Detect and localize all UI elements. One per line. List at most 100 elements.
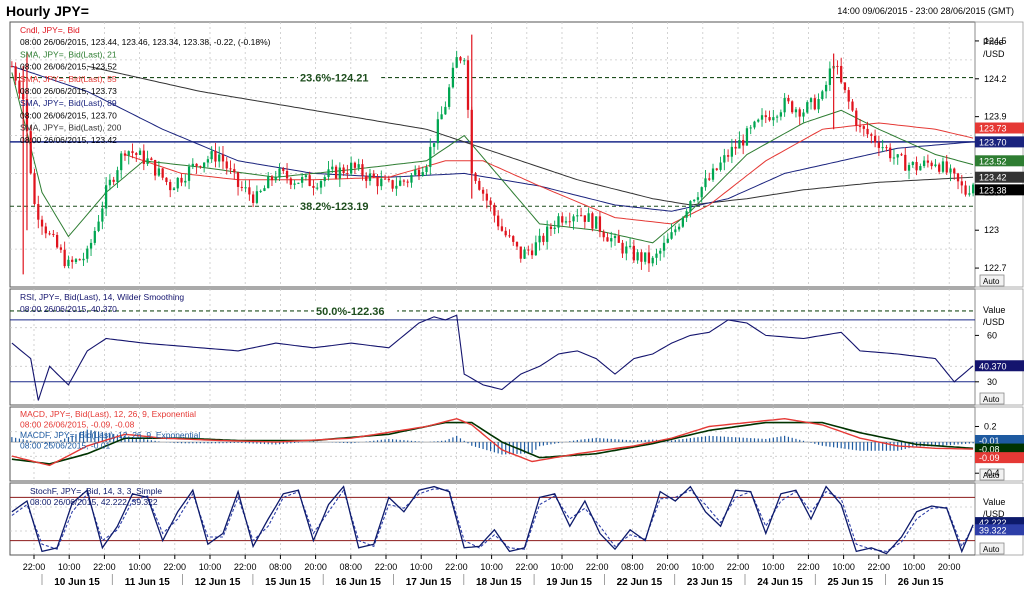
x-date-label: 25 Jun 15	[828, 577, 874, 588]
chart-header: Hourly JPY= 14:00 09/06/2015 - 23:00 28/…	[0, 0, 1024, 22]
price-axis-frame	[974, 21, 1024, 288]
candle-body	[342, 167, 345, 174]
candle-body	[968, 193, 971, 195]
rsi-value-tag	[975, 360, 1024, 372]
x-time-label: 22:00	[445, 562, 468, 572]
macd-value-tag	[975, 452, 1024, 464]
candle-body	[414, 169, 417, 175]
candle-body	[726, 155, 730, 157]
macd-line	[11, 417, 974, 467]
candle-body	[104, 185, 108, 209]
candle-body	[146, 158, 149, 164]
candle-body	[621, 242, 624, 254]
candle-body	[127, 151, 130, 156]
candle-body	[391, 180, 394, 189]
candle-body	[52, 233, 55, 235]
macd-legend-item: MACDF, JPY=, Bid(Last), 12, 26, 9, Expon…	[20, 430, 200, 440]
candle-body	[112, 179, 115, 182]
candle-body	[655, 253, 658, 258]
candle-body	[734, 146, 737, 149]
fib-label-bg	[298, 199, 382, 213]
candle-body	[387, 178, 390, 181]
candle-body	[866, 128, 869, 135]
x-date-label: 10 Jun 15	[54, 577, 100, 588]
candle-body	[598, 216, 602, 232]
candle-body	[813, 98, 816, 110]
x-time-label: 10:00	[903, 562, 926, 572]
candle-body	[218, 154, 221, 162]
stoch-value-tag-text: 42.222	[979, 518, 1007, 528]
candle-body	[225, 161, 228, 169]
sma89-line	[11, 65, 974, 212]
price-legend-item: 08:00 26/06/2015, 123.52	[20, 62, 117, 72]
candle-body	[877, 142, 881, 148]
candle-body	[911, 161, 914, 166]
candle-body	[116, 170, 119, 182]
candle-body	[123, 153, 127, 156]
price-auto-button[interactable]	[979, 274, 1005, 287]
x-time-label: 20:00	[304, 562, 327, 572]
candle-body	[760, 115, 764, 120]
candle-body	[101, 208, 104, 222]
x-date-label: 22 Jun 15	[617, 577, 663, 588]
candle-body	[383, 178, 387, 180]
candle-body	[255, 191, 259, 203]
candle-body	[677, 226, 681, 230]
candle-body	[489, 200, 492, 205]
candle-body	[870, 134, 873, 136]
candle-body	[459, 57, 462, 61]
macd-legend-item: 08:00 26/06/2015, -0.01	[20, 441, 111, 451]
price-value-tag-text: 123.38	[979, 185, 1007, 195]
macd-auto-button[interactable]	[979, 468, 1005, 481]
candle-body	[353, 162, 357, 168]
rsi-legend-item: RSI, JPY=, Bid(Last), 14, Wilder Smoothi…	[20, 292, 184, 302]
candle-body	[497, 215, 500, 227]
candle-body	[285, 170, 289, 179]
candle-body	[55, 234, 59, 248]
candle-body	[892, 157, 896, 159]
candle-body	[685, 211, 688, 218]
candle-body	[847, 90, 850, 102]
candle-body	[429, 146, 432, 168]
candle-body	[915, 161, 918, 171]
candle-body	[308, 175, 311, 186]
candle-body	[504, 230, 507, 236]
candle-body	[591, 213, 594, 229]
candle-body	[436, 119, 439, 144]
candle-body	[301, 177, 304, 183]
candle-body	[240, 186, 243, 188]
candle-body	[350, 162, 353, 174]
candle-body	[919, 166, 922, 171]
rsi-axis-unit: /USD	[983, 317, 1005, 327]
candle-body	[515, 241, 519, 247]
x-time-label: 22:00	[164, 562, 187, 572]
price-tick-label: 124.2	[984, 74, 1007, 84]
candles	[10, 34, 975, 275]
candle-body	[693, 199, 696, 202]
candle-body	[625, 246, 628, 254]
candle-body	[775, 116, 779, 118]
candle-body	[500, 226, 504, 231]
x-time-label: 08:00	[340, 562, 363, 572]
x-time-label: 22:00	[727, 562, 750, 572]
rsi-auto-button[interactable]	[979, 392, 1005, 405]
candle-body	[357, 164, 360, 168]
candle-body	[719, 162, 722, 170]
candle-body	[334, 166, 338, 179]
candle-body	[926, 160, 930, 163]
candle-body	[59, 247, 63, 250]
candle-body	[150, 158, 153, 161]
rsi-legend-item: 08:00 26/06/2015, 40.370	[20, 304, 117, 314]
date-range: 14:00 09/06/2015 - 23:00 28/06/2015 (GMT…	[837, 6, 1014, 16]
x-time-label: 10:00	[58, 562, 81, 572]
candle-body	[131, 151, 134, 154]
candle-body	[738, 140, 741, 149]
candle-body	[628, 245, 632, 247]
stoch-auto-button[interactable]	[979, 542, 1005, 555]
x-time-label: 10:00	[480, 562, 503, 572]
price-legend-item: 08:00 26/06/2015, 123.44, 123.46, 123.34…	[20, 37, 271, 47]
candle-body	[402, 180, 406, 182]
candle-body	[960, 181, 963, 186]
candle-body	[203, 162, 206, 168]
